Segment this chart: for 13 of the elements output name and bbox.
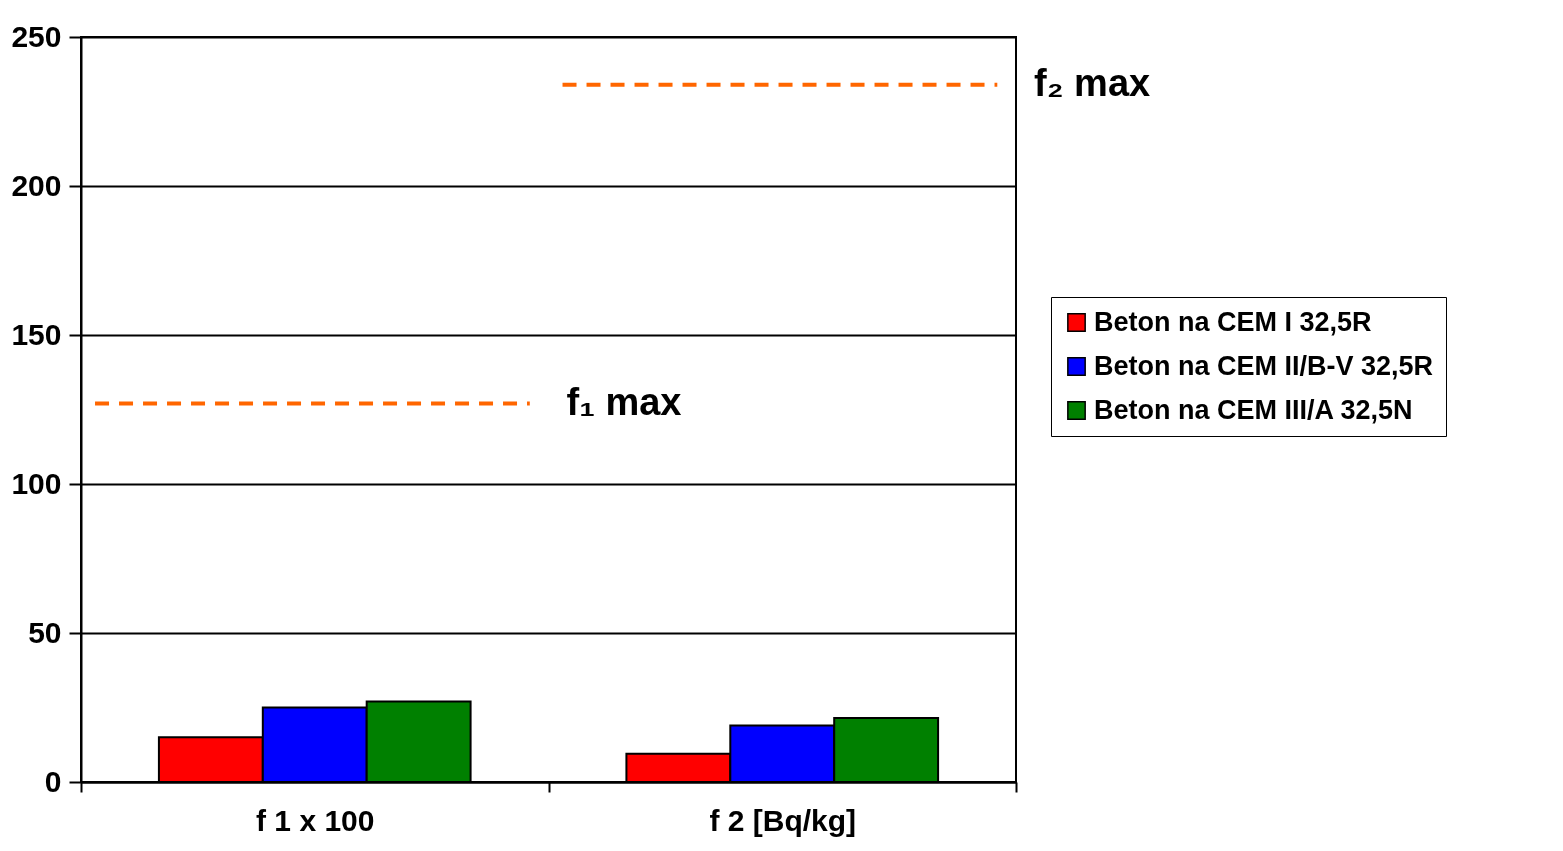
y-tick-label: 0: [44, 764, 62, 798]
y-tick-label: 250: [11, 19, 62, 53]
legend-label: Beton na CEM III/A 32,5N: [1094, 394, 1413, 425]
y-tick-label: 100: [11, 466, 62, 500]
x-tick-label: f 2 [Bq/kg]: [709, 803, 857, 837]
x-tick-label: f 1 x 100: [256, 803, 375, 837]
legend-label: Beton na CEM I 32,5R: [1094, 306, 1372, 337]
legend-label: Beton na CEM II/B-V 32,5R: [1094, 350, 1434, 381]
ref-line-label: f₁ max: [566, 380, 682, 423]
y-tick-label: 150: [11, 317, 62, 351]
y-tick-label: 50: [28, 615, 62, 649]
y-tick-label: 200: [11, 168, 62, 202]
ref-line-label: f₂ max: [1034, 61, 1151, 104]
